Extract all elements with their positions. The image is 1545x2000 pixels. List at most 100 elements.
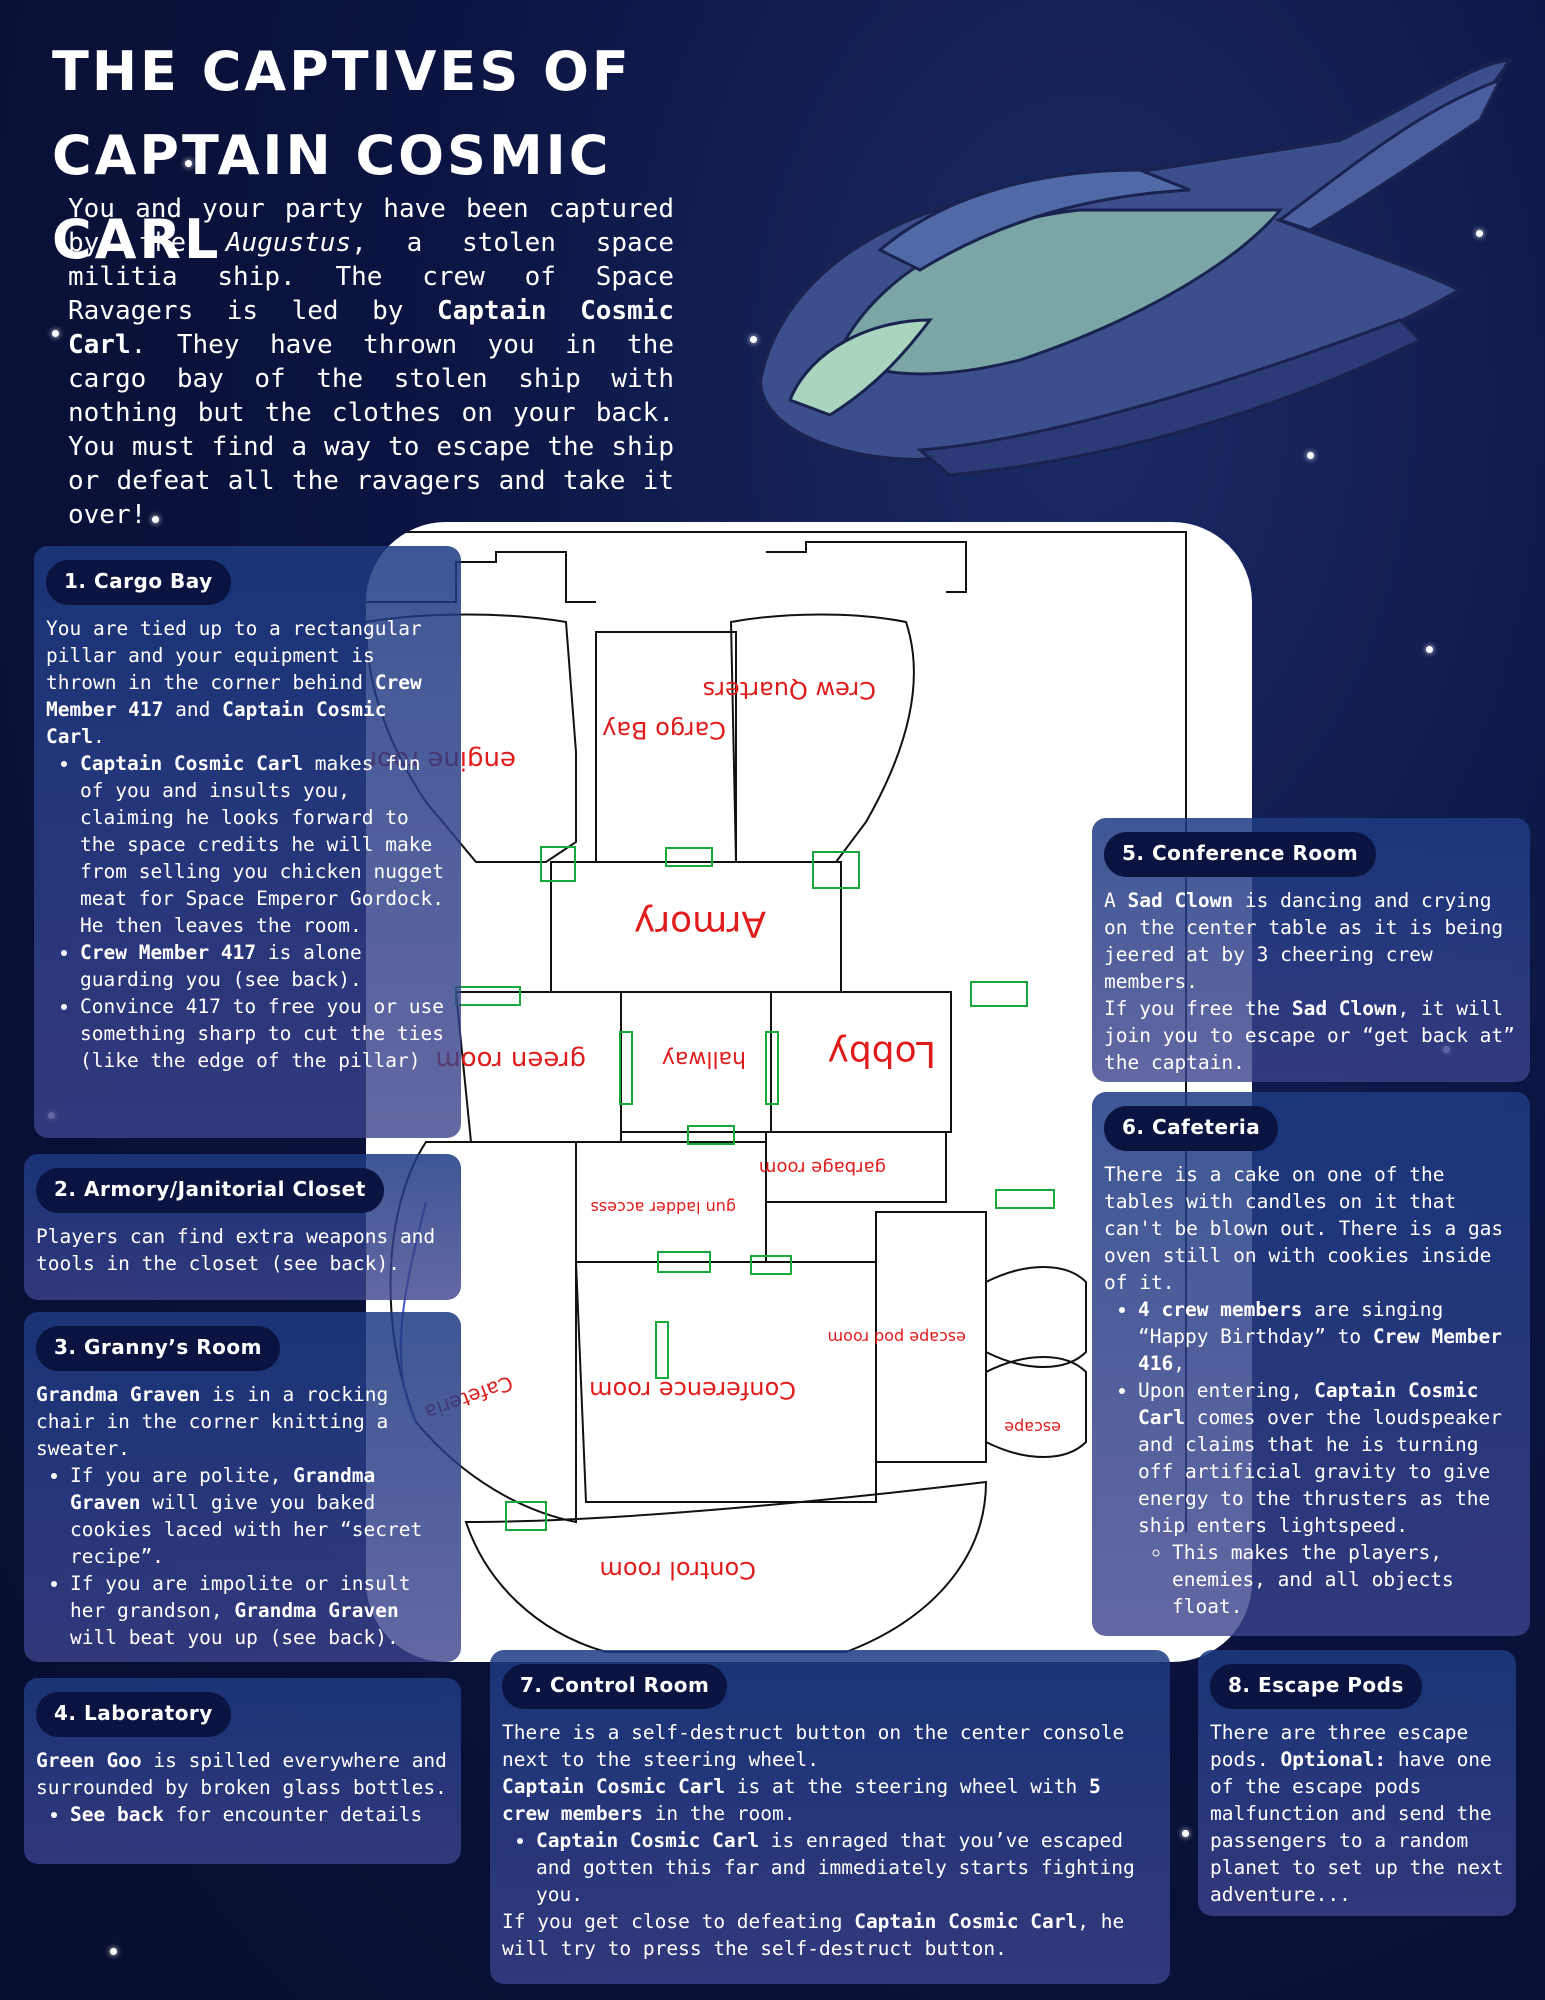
bold-text: Captain Cosmic Carl <box>502 1775 726 1798</box>
list-item: If you are polite, Grandma Graven will g… <box>70 1462 449 1570</box>
text: , it will join you to escape or “get bac… <box>1104 997 1515 1074</box>
bold-text: Sad Clown <box>1127 889 1234 912</box>
bold-text: Grandma Graven <box>234 1599 399 1622</box>
card-title: 2. Armory/Janitorial Closet <box>36 1168 384 1213</box>
card-title: 7. Control Room <box>502 1664 728 1709</box>
list-item: Crew Member 417 is alone guarding you (s… <box>80 939 449 993</box>
text: have one of the escape pods malfunction … <box>1210 1748 1504 1906</box>
map-label-cargo: Cargo Bay <box>602 716 726 744</box>
text: in the room. <box>642 1802 796 1825</box>
text: is at the steering wheel with <box>725 1775 1090 1798</box>
card-body-3: If you get close to defeating Captain Co… <box>502 1908 1158 1962</box>
ship-name: Augustus <box>225 228 352 258</box>
card-title: 4. Laboratory <box>36 1692 231 1737</box>
map-label-armory: Armory <box>634 903 766 944</box>
list-item: See back for encounter details <box>70 1801 449 1828</box>
map-label-garbage: garbage room <box>759 1157 886 1178</box>
text: is alone guarding you (see back). <box>80 941 362 991</box>
list-item: Upon entering, Captain Cosmic Carl comes… <box>1138 1377 1518 1620</box>
text: This makes the players, enemies, and all… <box>1172 1541 1454 1618</box>
card-laboratory: 4. Laboratory Green Goo is spilled every… <box>24 1678 461 1864</box>
card-body: There is a cake on one of the tables wit… <box>1104 1163 1504 1294</box>
star <box>52 330 59 337</box>
text: is enraged that you’ve escaped and gotte… <box>536 1829 1135 1906</box>
bold-text: Green Goo <box>36 1749 142 1772</box>
captain-name: Captain Cosmic Carl <box>68 296 674 360</box>
bold-text: Captain Cosmic Carl <box>80 752 304 775</box>
text: There are three escape pods. <box>1210 1721 1469 1771</box>
text: Convince 417 to free you or use somethin… <box>80 995 444 1072</box>
bold-text: Captain Cosmic Carl <box>1138 1379 1479 1429</box>
text: are singing “Happy Birthday” to <box>1138 1298 1444 1348</box>
spaceship-illustration <box>757 57 1514 477</box>
intro-text-2: , a stolen space militia ship. The crew … <box>68 228 675 326</box>
text: is dancing and crying on the center tabl… <box>1104 889 1504 993</box>
card-body: There are three escape pods. Optional: h… <box>1210 1719 1504 1908</box>
intro-paragraph: You and your party have been captured by… <box>68 192 674 532</box>
text: is in a rocking chair in the corner knit… <box>36 1383 389 1460</box>
bold-text: 4 crew members <box>1138 1298 1303 1321</box>
card-title: 6. Cafeteria <box>1104 1106 1279 1151</box>
star <box>1182 1830 1189 1837</box>
bold-text: Grandma Graven <box>36 1383 201 1406</box>
star <box>1476 230 1483 237</box>
text: If you are polite, <box>70 1464 294 1487</box>
text: is spilled everywhere and surrounded by … <box>36 1749 447 1799</box>
card-body: Green Goo is spilled everywhere and surr… <box>36 1747 449 1801</box>
text: comes over the loudspeaker and claims th… <box>1138 1406 1502 1537</box>
text: . <box>92 725 105 748</box>
page-title: THE CAPTIVES OF CAPTAIN COSMIC CARL <box>52 30 752 282</box>
card-list: 4 crew members are singing “Happy Birthd… <box>1104 1296 1518 1620</box>
map-label-gun: gun ladder access <box>590 1198 736 1217</box>
list-item: This makes the players, enemies, and all… <box>1172 1539 1518 1620</box>
list-item: Convince 417 to free you or use somethin… <box>80 993 449 1074</box>
text: If you get close to defeating <box>502 1910 855 1933</box>
card-body: Players can find extra weapons and tools… <box>36 1225 436 1275</box>
title-line-2: CAPTAIN COSMIC CARL <box>52 124 612 271</box>
list-item: 4 crew members are singing “Happy Birthd… <box>1138 1296 1518 1377</box>
bold-text: Captain Cosmic Carl <box>536 1829 760 1852</box>
star <box>750 336 757 343</box>
bold-text: Optional: <box>1280 1748 1387 1771</box>
text: , <box>1173 1352 1185 1375</box>
card-conference-room: 5. Conference Room A Sad Clown is dancin… <box>1092 818 1530 1082</box>
card-cargo-bay: 1. Cargo Bay You are tied up to a rectan… <box>34 546 461 1138</box>
card-escape-pods: 8. Escape Pods There are three escape po… <box>1198 1650 1516 1916</box>
list-item: Captain Cosmic Carl makes fun of you and… <box>80 750 449 939</box>
card-title: 3. Granny’s Room <box>36 1326 280 1371</box>
card-control-room: 7. Control Room There is a self-destruct… <box>490 1650 1170 1984</box>
map-label-escape: escape pod room <box>828 1328 966 1347</box>
bold-text: Crew Member 417 <box>80 941 257 964</box>
text: Upon entering, <box>1138 1379 1315 1402</box>
title-line-1: THE CAPTIVES OF <box>52 40 632 103</box>
card-armory: 2. Armory/Janitorial Closet Players can … <box>24 1154 461 1300</box>
card-body: You are tied up to a rectangular pillar … <box>46 615 449 750</box>
text: makes fun of you and insults you, claimi… <box>80 752 444 937</box>
card-body: A Sad Clown is dancing and crying on the… <box>1104 887 1518 995</box>
card-list: If you are polite, Grandma Graven will g… <box>36 1462 449 1651</box>
card-title: 5. Conference Room <box>1104 832 1377 877</box>
card-sublist: This makes the players, enemies, and all… <box>1138 1539 1518 1620</box>
map-label-control: Control room <box>600 1556 756 1584</box>
bold-text: Captain Cosmic Carl <box>46 698 387 748</box>
bold-text: Sad Clown <box>1291 997 1398 1020</box>
card-title: 1. Cargo Bay <box>46 560 231 605</box>
text: will give you baked cookies laced with h… <box>70 1491 423 1568</box>
card-body: There is a self-destruct button on the c… <box>502 1721 1125 1771</box>
text: You are tied up to a rectangular pillar … <box>46 617 422 694</box>
intro-text-3: . They have thrown you in the cargo bay … <box>68 330 674 530</box>
star <box>1307 452 1314 459</box>
star <box>110 1948 117 1955</box>
card-title: 8. Escape Pods <box>1210 1664 1422 1709</box>
map-label-lobby: Lobby <box>828 1033 936 1074</box>
text: If you free the <box>1104 997 1292 1020</box>
bold-text: Crew Member 417 <box>46 671 422 721</box>
text: If you are impolite or insult her grands… <box>70 1572 411 1622</box>
text: will beat you up (see back). <box>70 1626 399 1649</box>
map-label-conference: Conference room <box>589 1376 796 1404</box>
card-grannys-room: 3. Granny’s Room Grandma Graven is in a … <box>24 1312 461 1662</box>
card-body-2: Captain Cosmic Carl is at the steering w… <box>502 1773 1158 1827</box>
bold-text: See back <box>70 1803 164 1826</box>
text: , he will try to press the self-destruct… <box>502 1910 1125 1960</box>
star <box>1426 646 1433 653</box>
